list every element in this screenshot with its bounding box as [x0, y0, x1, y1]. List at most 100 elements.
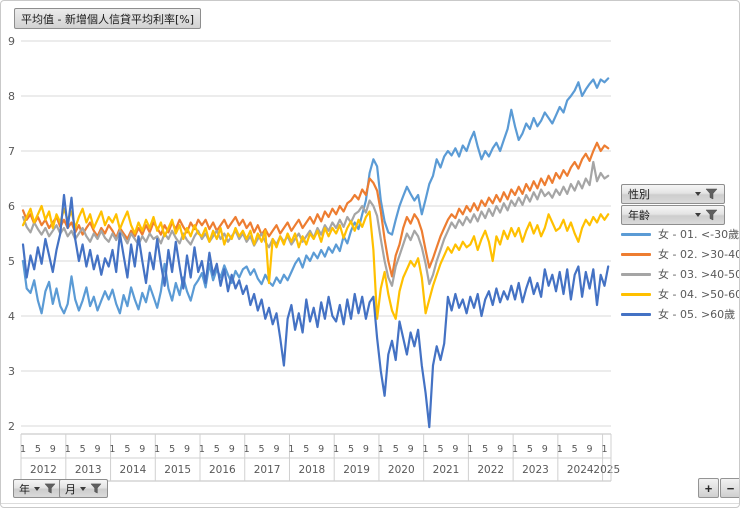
year-label: 2019 — [343, 464, 370, 476]
year-label: 2020 — [388, 464, 415, 476]
legend-line-swatch — [621, 292, 651, 296]
age-filter-button[interactable]: 年齡 — [621, 205, 725, 225]
legend-item: 女 - 01. <-30歲 — [621, 224, 740, 244]
month-tick-label: 1 — [244, 444, 250, 455]
legend-item: 女 - 05. >60歲 — [621, 304, 739, 324]
month-tick-label: 9 — [452, 444, 458, 455]
year-label: 2022 — [477, 464, 504, 476]
chevron-down-icon — [34, 486, 40, 491]
expand-field-button[interactable]: + — [698, 478, 719, 498]
y-axis-label: 6 — [8, 200, 15, 213]
year-label: 2017 — [254, 464, 281, 476]
series-line — [21, 77, 610, 315]
year-label: 2024 — [567, 464, 594, 476]
month-tick-label: 1 — [512, 444, 518, 455]
month-tick-label: 5 — [35, 444, 41, 455]
chevron-down-icon — [695, 213, 701, 217]
series-line — [21, 160, 610, 287]
month-tick-label: 9 — [139, 444, 145, 455]
month-tick-label: 9 — [497, 444, 503, 455]
funnel-icon — [44, 483, 56, 494]
year-label: 2015 — [164, 464, 191, 476]
month-tick-label: 1 — [288, 444, 294, 455]
legend-line-swatch — [621, 312, 651, 316]
month-tick-label: 5 — [482, 444, 488, 455]
month-tick-label: 1 — [109, 444, 115, 455]
chevron-down-icon — [80, 486, 86, 491]
month-axis-filter-button[interactable]: 月 — [59, 479, 108, 498]
month-tick-label: 5 — [214, 444, 220, 455]
legend-label: 女 - 04. >50-60歲 — [658, 288, 739, 301]
funnel-icon — [705, 209, 718, 221]
legend-label: 女 - 03. >40-50歲 — [658, 268, 739, 281]
age-filter-label: 年齡 — [628, 209, 650, 222]
month-tick-label: 9 — [184, 444, 190, 455]
month-tick-label: 9 — [229, 444, 235, 455]
legend-label: 女 - 01. <-30歲 — [658, 228, 740, 241]
y-axis-label: 8 — [8, 90, 15, 103]
year-label: 2016 — [209, 464, 236, 476]
legend-item: 女 - 04. >50-60歲 — [621, 284, 739, 304]
legend-item: 女 - 02. >30-40歲 — [621, 244, 739, 264]
series-line — [21, 204, 610, 320]
year-label: 2025 — [593, 464, 620, 476]
month-tick-label: 9 — [587, 444, 593, 455]
month-tick-label: 1 — [154, 444, 160, 455]
gender-filter-label: 性別 — [628, 188, 650, 201]
month-tick-label: 1 — [557, 444, 563, 455]
legend-item: 女 - 03. >40-50歲 — [621, 264, 739, 284]
month-tick-label: 1 — [467, 444, 473, 455]
month-tick-label: 5 — [348, 444, 354, 455]
month-tick-label: 1 — [333, 444, 339, 455]
collapse-field-button[interactable]: − — [720, 478, 739, 498]
legend-label: 女 - 05. >60歲 — [658, 308, 736, 321]
month-tick-label: 5 — [527, 444, 533, 455]
month-axis-filter-label: 月 — [65, 482, 76, 496]
month-tick-label: 1 — [65, 444, 71, 455]
year-axis-filter-label: 年 — [19, 482, 30, 496]
legend-line-swatch — [621, 252, 651, 256]
year-label: 2014 — [120, 464, 147, 476]
series-line — [21, 193, 610, 429]
month-tick-label: 9 — [50, 444, 56, 455]
month-tick-label: 5 — [259, 444, 265, 455]
legend-line-swatch — [621, 272, 651, 276]
year-label: 2018 — [298, 464, 325, 476]
legend-line-swatch — [621, 232, 651, 236]
month-tick-label: 5 — [169, 444, 175, 455]
month-tick-label: 1 — [423, 444, 429, 455]
month-tick-label: 9 — [318, 444, 324, 455]
month-tick-label: 9 — [542, 444, 548, 455]
month-tick-label: 5 — [80, 444, 86, 455]
y-axis-label: 3 — [8, 365, 15, 378]
month-tick-label: 1 — [20, 444, 26, 455]
month-tick-label: 5 — [437, 444, 443, 455]
month-tick-label: 5 — [303, 444, 309, 455]
year-label: 2021 — [433, 464, 460, 476]
funnel-icon — [705, 188, 718, 200]
month-tick-label: 5 — [572, 444, 578, 455]
legend-label: 女 - 02. >30-40歲 — [658, 248, 739, 261]
month-tick-label: 5 — [393, 444, 399, 455]
y-axis-label: 2 — [8, 420, 15, 433]
chevron-down-icon — [695, 192, 701, 196]
month-tick-label: 9 — [273, 444, 279, 455]
year-label: 2012 — [30, 464, 57, 476]
month-tick-label: 1 — [601, 444, 607, 455]
value-field-button[interactable]: 平均值 - 新增個人信貸平均利率[%] — [14, 8, 201, 29]
year-axis-filter-button[interactable]: 年 — [13, 479, 62, 498]
year-label: 2013 — [75, 464, 102, 476]
gender-filter-button[interactable]: 性別 — [621, 184, 725, 204]
month-tick-label: 9 — [408, 444, 414, 455]
panel-bottom-divider — [1, 503, 739, 504]
y-axis-label: 9 — [8, 35, 15, 48]
month-tick-label: 9 — [363, 444, 369, 455]
year-label: 2023 — [522, 464, 549, 476]
y-axis-label: 5 — [8, 255, 15, 268]
month-tick-label: 9 — [95, 444, 101, 455]
month-tick-label: 1 — [199, 444, 205, 455]
month-tick-label: 1 — [378, 444, 384, 455]
